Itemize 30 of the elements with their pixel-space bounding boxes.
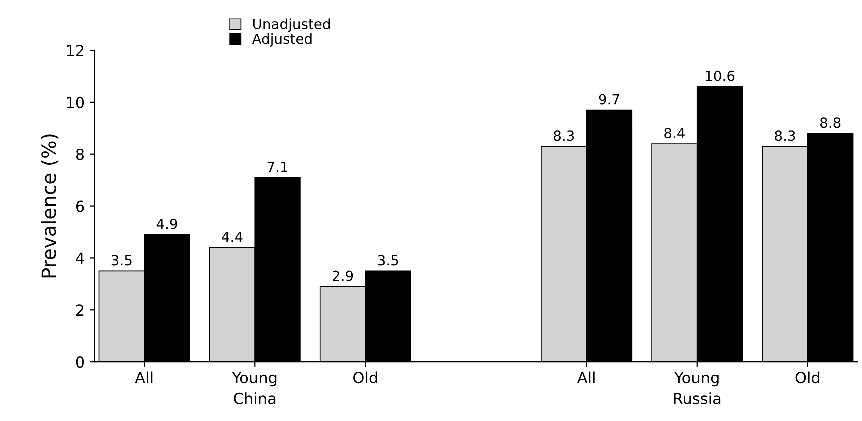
data-label: 4.9 [156, 218, 178, 230]
legend-label: Adjusted [252, 34, 312, 47]
x-tick-label: Old [796, 372, 820, 384]
y-tick-label: 6 [76, 200, 84, 212]
y-tick-label: 8 [76, 148, 84, 160]
data-label: 9.7 [599, 94, 620, 105]
x-tick-label: Young [674, 372, 719, 387]
y-tick-label: 4 [76, 252, 84, 264]
data-label: 8.4 [664, 128, 685, 139]
legend-label: Unadjusted [253, 18, 330, 32]
data-label: 10.6 [706, 70, 735, 82]
data-label: 8.8 [820, 118, 841, 128]
y-tick-label: 2 [76, 304, 84, 316]
y-tick-label: 12 [67, 44, 84, 56]
data-label: 3.5 [378, 255, 398, 266]
x-tick-label: Old [354, 372, 378, 384]
data-label: 8.3 [775, 130, 796, 142]
y-tick-label: 0 [76, 356, 84, 368]
data-label: 7.1 [268, 162, 288, 172]
data-label: 3.5 [112, 255, 132, 266]
y-axis-title: Prevalence (%) [41, 134, 59, 278]
data-label: 4.4 [222, 232, 243, 242]
text: Russia [674, 392, 721, 404]
x-tick-label: Young [232, 372, 277, 387]
text: China [234, 392, 276, 404]
y-tick-label: 10 [67, 96, 84, 108]
x-tick-label: All [577, 372, 595, 384]
data-label: 8.3 [554, 130, 574, 142]
data-label: 2.9 [333, 270, 354, 282]
x-tick-label: All [135, 372, 153, 384]
